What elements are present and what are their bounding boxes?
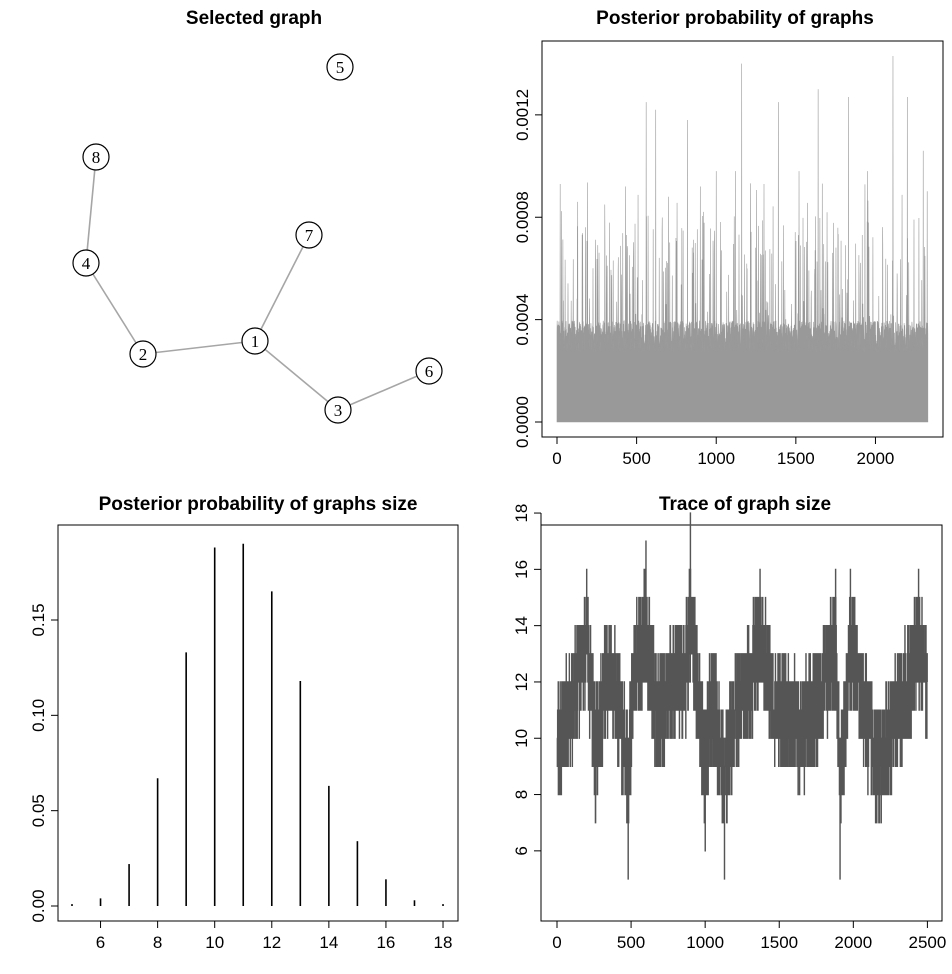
edge-8-4 <box>85 156 97 264</box>
y-tick-label: 0.0012 <box>513 89 532 141</box>
node-label: 8 <box>92 148 101 167</box>
node-1: 1 <box>241 327 269 355</box>
panel-title-posterior-size: Posterior probability of graphs size <box>99 494 418 515</box>
node-5: 5 <box>326 53 354 81</box>
y-tick-label: 0.0000 <box>513 396 532 448</box>
node-label: 1 <box>251 332 260 351</box>
y-tick-label: 16 <box>512 560 531 579</box>
x-tick-label: 2500 <box>908 933 946 952</box>
node-label: 7 <box>305 226 314 245</box>
node-circle <box>295 221 323 249</box>
edge-4-2 <box>85 262 144 355</box>
x-tick-label: 500 <box>617 933 645 952</box>
node-label: 2 <box>139 345 148 364</box>
x-tick-label: 500 <box>622 449 650 468</box>
node-circle <box>129 340 157 368</box>
y-axis: 6 8 10 12 14 16 18 <box>512 504 542 856</box>
node-label: 3 <box>334 401 343 420</box>
x-tick-label: 16 <box>376 933 395 952</box>
x-tick-label: 8 <box>153 933 162 952</box>
posterior-area <box>556 55 929 423</box>
x-tick-label: 6 <box>96 933 105 952</box>
node-circle <box>324 396 352 424</box>
y-tick-label: 14 <box>512 616 531 635</box>
x-tick-label: 14 <box>319 933 338 952</box>
y-tick-label: 0.0004 <box>513 294 532 346</box>
panel-selected-graph: Selected graph 1 2 3 4 5 6 7 8 <box>72 8 443 424</box>
y-tick-label: 10 <box>512 729 531 748</box>
network-nodes: 1 2 3 4 5 6 7 8 <box>72 53 443 424</box>
x-tick-label: 0 <box>552 933 561 952</box>
x-tick-label: 10 <box>205 933 224 952</box>
x-tick-label: 1500 <box>760 933 798 952</box>
y-tick-label: 6 <box>512 846 531 855</box>
panel-trace-graph-size: Trace of graph size 0 500 1000 1500 2000 2500… <box>512 494 946 952</box>
node-circle <box>241 327 269 355</box>
posterior-area-series <box>556 55 929 423</box>
panel-posterior-graph-size: Posterior probability of graphs size 6 8 1… <box>29 494 459 952</box>
y-tick-label: 0.15 <box>29 603 48 636</box>
panel-title-trace: Trace of graph size <box>659 494 831 515</box>
x-tick-label: 18 <box>434 933 453 952</box>
y-axis: 0.00 0.05 0.10 0.15 <box>29 603 59 923</box>
panel-posterior-probability-graphs: Posterior probability of graphs 0 500 1000… <box>513 8 944 468</box>
node-label: 5 <box>336 58 345 77</box>
y-axis: 0.0000 0.0004 0.0008 0.0012 <box>513 89 543 448</box>
edge-1-7 <box>254 234 310 342</box>
size-bars <box>71 543 444 906</box>
node-label: 4 <box>82 254 91 273</box>
edge-2-1 <box>142 340 256 355</box>
edge-3-6 <box>337 370 430 411</box>
node-circle <box>82 143 110 171</box>
node-circle <box>415 357 443 385</box>
x-tick-label: 12 <box>262 933 281 952</box>
node-2: 2 <box>129 340 157 368</box>
edge-1-3 <box>254 340 339 411</box>
y-tick-label: 18 <box>512 504 531 523</box>
y-tick-label: 0.10 <box>29 699 48 732</box>
y-tick-label: 0.00 <box>29 889 48 922</box>
panel-title-selected-graph: Selected graph <box>186 8 322 29</box>
x-tick-label: 1500 <box>777 449 815 468</box>
x-tick-label: 1000 <box>697 449 735 468</box>
trace-line <box>556 512 928 880</box>
trace-line-series <box>556 512 928 880</box>
node-circle <box>326 53 354 81</box>
y-tick-label: 8 <box>512 790 531 799</box>
node-7: 7 <box>295 221 323 249</box>
y-tick-label: 0.0008 <box>513 191 532 243</box>
plot-frame <box>57 524 459 922</box>
x-tick-label: 2000 <box>834 933 872 952</box>
node-4: 4 <box>72 249 100 277</box>
x-tick-label: 2000 <box>857 449 895 468</box>
node-8: 8 <box>82 143 110 171</box>
x-axis: 0 500 1000 1500 2000 <box>552 436 895 468</box>
panel-title-posterior-graphs: Posterior probability of graphs <box>596 8 874 29</box>
node-circle <box>72 249 100 277</box>
node-3: 3 <box>324 396 352 424</box>
node-6: 6 <box>415 357 443 385</box>
x-axis: 6 8 10 12 14 16 18 <box>96 920 453 952</box>
network-edges <box>85 156 430 411</box>
x-tick-label: 0 <box>552 449 561 468</box>
y-tick-label: 0.05 <box>29 794 48 827</box>
x-tick-label: 1000 <box>686 933 724 952</box>
x-axis: 0 500 1000 1500 2000 2500 <box>552 920 946 952</box>
node-label: 6 <box>425 362 434 381</box>
y-tick-label: 12 <box>512 672 531 691</box>
